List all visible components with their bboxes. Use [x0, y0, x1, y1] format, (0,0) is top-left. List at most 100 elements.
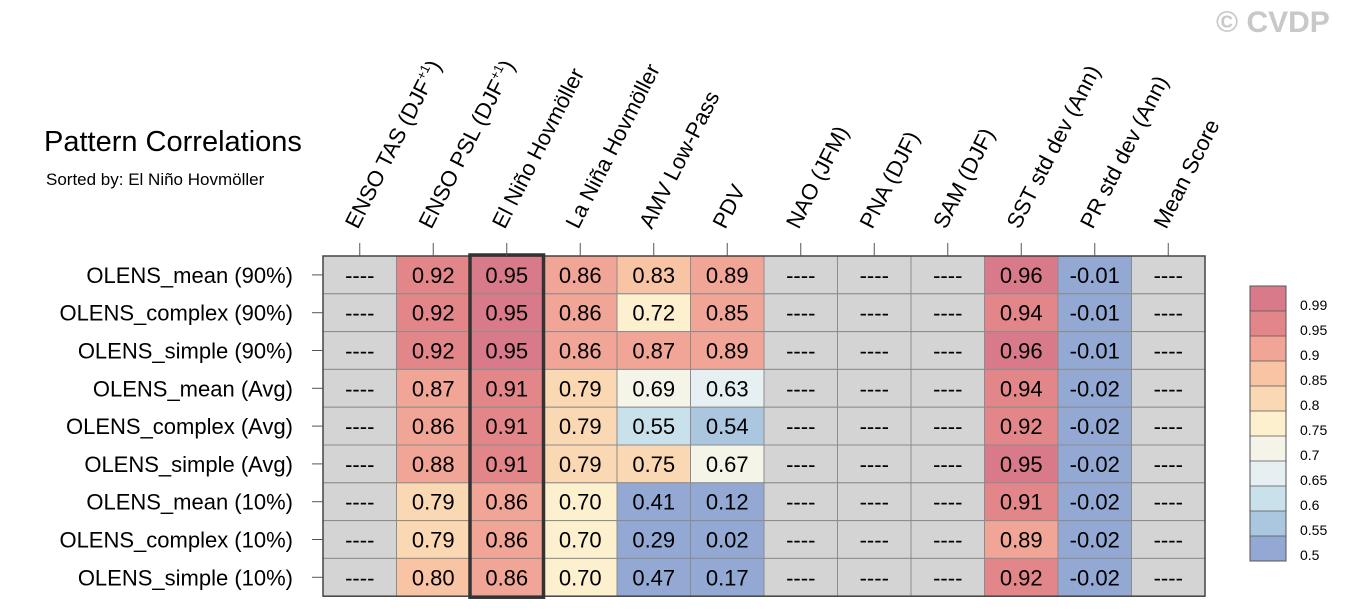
heatmap-cell: [322, 368, 397, 408]
colorbar-swatch: [1250, 336, 1286, 361]
cell-value-label: ----: [933, 528, 962, 553]
heatmap-cell: [984, 331, 1059, 370]
cell-value-label: 0.96: [1000, 263, 1043, 288]
heatmap-cell: [1057, 368, 1132, 408]
heatmap-cell: [396, 368, 471, 408]
cell-value-label: ----: [345, 452, 374, 477]
cell-value-label: 0.94: [1000, 376, 1043, 401]
colorbar-label: 0.7: [1300, 447, 1320, 463]
cell-value-label: 0.79: [412, 528, 455, 553]
cell-value-label: 0.12: [706, 490, 749, 515]
cell-value-label: 0.02: [706, 528, 749, 553]
cell-value-label: 0.55: [632, 414, 675, 439]
heatmap-cell: [616, 368, 691, 408]
cell-value-label: 0.87: [632, 339, 675, 364]
heatmap-cell: [837, 255, 912, 295]
column-label: Mean Score: [1148, 115, 1224, 232]
cell-value-label: 0.89: [706, 263, 749, 288]
colorbar-swatch: [1250, 436, 1286, 461]
row-label: OLENS_mean (90%): [86, 263, 293, 288]
cell-value-label: 0.79: [412, 490, 455, 515]
heatmap-cell: [690, 482, 765, 522]
cell-value-label: 0.91: [485, 414, 528, 439]
colorbar-label: 0.99: [1300, 297, 1327, 313]
cell-value-label: ----: [860, 339, 889, 364]
heatmap-cell: [1131, 482, 1206, 522]
heatmap-cell: [1057, 406, 1132, 446]
colorbar-label: 0.75: [1300, 422, 1327, 438]
cell-value-label: ----: [933, 565, 962, 590]
colorbar-label: 0.65: [1300, 472, 1327, 488]
column-label: SAM (DJF): [928, 124, 1000, 232]
row-label: OLENS_complex (10%): [59, 528, 293, 553]
cell-value-label: -0.02: [1070, 528, 1120, 553]
cell-value-label: ----: [786, 452, 815, 477]
cell-value-label: 0.95: [485, 263, 528, 288]
heatmap-cell: [690, 444, 765, 484]
row-label: OLENS_simple (Avg): [84, 452, 293, 477]
cell-value-label: ----: [933, 452, 962, 477]
cell-value-label: ----: [1154, 490, 1183, 515]
heatmap-cell: [1057, 255, 1132, 295]
heatmap-cell: [690, 520, 765, 559]
heatmap-cell: [837, 520, 912, 559]
heatmap-cell: [469, 557, 544, 597]
cell-value-label: 0.47: [632, 565, 675, 590]
colorbar-swatch: [1250, 511, 1286, 536]
colorbar-swatch: [1250, 361, 1286, 386]
cell-value-label: 0.75: [632, 452, 675, 477]
chart-subtitle: Sorted by: El Niño Hovmöller: [46, 170, 265, 189]
cell-value-label: ----: [933, 301, 962, 326]
cell-value-label: 0.41: [632, 490, 675, 515]
cell-value-label: ----: [345, 490, 374, 515]
cell-value-label: ----: [786, 301, 815, 326]
cell-value-label: 0.70: [559, 490, 602, 515]
heatmap-cell: [1057, 557, 1132, 597]
row-label: OLENS_simple (90%): [78, 339, 293, 364]
colorbar-swatch: [1250, 411, 1286, 436]
heatmap-cell: [322, 331, 397, 370]
cell-value-label: ----: [860, 301, 889, 326]
cell-value-label: 0.72: [632, 301, 675, 326]
colorbar-swatch: [1250, 286, 1286, 311]
cell-value-label: 0.91: [1000, 490, 1043, 515]
cell-value-label: 0.86: [485, 528, 528, 553]
row-label: OLENS_simple (10%): [78, 565, 293, 590]
cell-value-label: 0.70: [559, 528, 602, 553]
cell-value-label: 0.86: [559, 339, 602, 364]
chart-title: Pattern Correlations: [44, 126, 302, 158]
cell-value-label: 0.63: [706, 376, 749, 401]
row-label: OLENS_mean (Avg): [93, 376, 293, 401]
cell-value-label: ----: [345, 376, 374, 401]
heatmap-cell: [1131, 331, 1206, 370]
cell-value-label: 0.92: [412, 301, 455, 326]
heatmap-cell: [910, 293, 985, 333]
cell-value-label: 0.70: [559, 565, 602, 590]
cell-value-label: 0.91: [485, 376, 528, 401]
heatmap-cell: [910, 520, 985, 559]
cell-value-label: ----: [786, 528, 815, 553]
heatmap-cell: [1057, 482, 1132, 522]
heatmap-cell: [984, 482, 1059, 522]
cell-value-label: -0.02: [1070, 414, 1120, 439]
cell-value-label: 0.92: [412, 263, 455, 288]
colorbar-label: 0.95: [1300, 322, 1327, 338]
cell-value-label: 0.86: [412, 414, 455, 439]
row-label: OLENS_complex (90%): [59, 301, 293, 326]
colorbar-label: 0.9: [1300, 347, 1320, 363]
column-label: NAO (JFM): [781, 122, 854, 232]
heatmap-cell: [616, 444, 691, 484]
heatmap-cell: [322, 444, 397, 484]
cell-value-label: ----: [1154, 263, 1183, 288]
heatmap-cell: [690, 293, 765, 333]
cvdp-watermark: © CVDP: [1216, 6, 1330, 39]
heatmap-cell: [322, 406, 397, 446]
colorbar-swatch: [1250, 486, 1286, 511]
cell-value-label: ----: [345, 528, 374, 553]
heatmap-cell: [396, 482, 471, 522]
cell-value-label: ----: [860, 376, 889, 401]
cell-value-label: -0.01: [1070, 339, 1120, 364]
heatmap-cell: [396, 255, 471, 295]
heatmap-cell: [837, 557, 912, 597]
